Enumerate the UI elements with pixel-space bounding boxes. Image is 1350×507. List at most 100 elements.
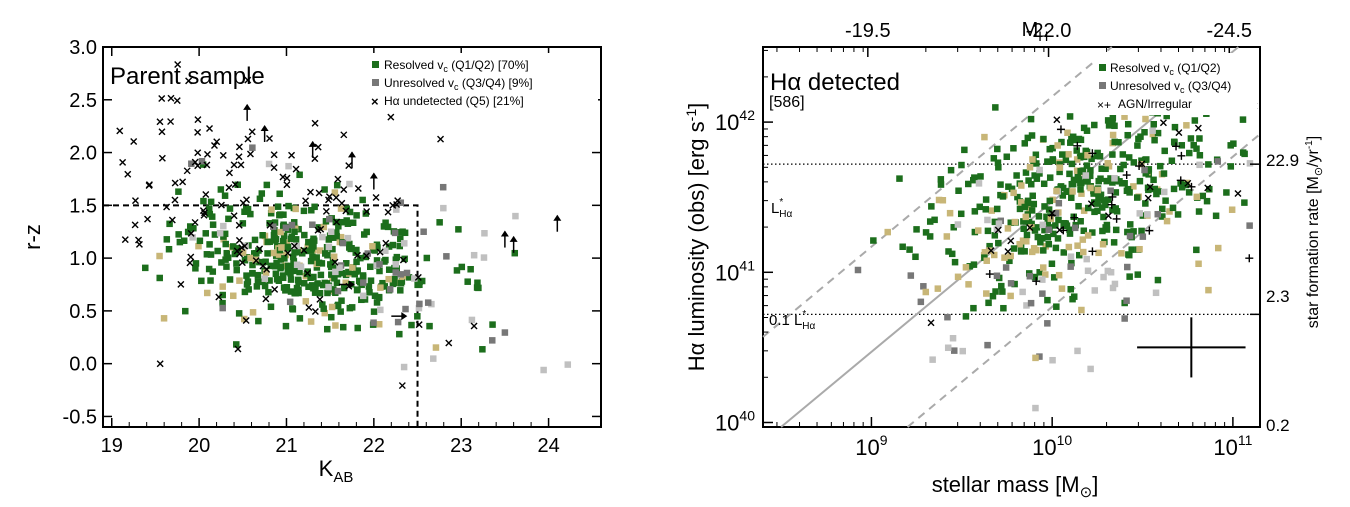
right-point (1113, 208, 1121, 215)
left-cross-point (266, 135, 273, 143)
right-point (1001, 254, 1008, 261)
left-point (418, 277, 426, 285)
right-point (1033, 175, 1041, 182)
left-point (394, 318, 402, 326)
irregular-plus-point (1088, 247, 1097, 256)
right-point (1120, 161, 1127, 169)
left-point (233, 260, 240, 267)
left-point (353, 268, 360, 275)
left-point (367, 263, 374, 271)
left-point (403, 269, 411, 277)
left-point (301, 231, 308, 239)
right-point (1098, 204, 1106, 211)
right-y-tick-label: 1041 (715, 257, 755, 285)
right-point (870, 237, 877, 244)
left-point (214, 247, 221, 255)
left-point (251, 236, 259, 244)
left-point (332, 322, 339, 329)
left-point (353, 258, 360, 266)
left-cross-point (135, 240, 143, 248)
left-legend-background (366, 53, 598, 113)
right-point (954, 273, 962, 281)
left-point (370, 319, 377, 326)
right-y-axis-label: Hα luminosity (obs) [erg s-1] (683, 103, 709, 371)
right-point (1036, 170, 1043, 177)
right-y-tick-label: 1042 (715, 107, 755, 135)
right-point (1123, 297, 1130, 304)
left-point (291, 228, 298, 236)
left-cross-point (194, 116, 202, 124)
right-point (1040, 180, 1048, 188)
left-point (223, 249, 230, 257)
left-point (307, 274, 314, 282)
left-x-tick-label: 22 (363, 435, 385, 457)
right-point (1100, 273, 1107, 281)
left-point (331, 275, 338, 282)
left-point (371, 292, 379, 300)
left-cross-point (200, 211, 208, 219)
left-point (382, 247, 389, 255)
right-point (1028, 220, 1035, 228)
left-point (344, 220, 352, 227)
right-point (1102, 165, 1109, 173)
agn-cross-point (1053, 116, 1061, 124)
left-point (540, 366, 547, 374)
left-cross-point (306, 188, 314, 196)
left-point (302, 247, 310, 255)
left-point (325, 283, 332, 291)
left-point (252, 250, 260, 257)
left-point (280, 237, 287, 245)
right-point (1187, 135, 1195, 142)
right-point (1171, 123, 1179, 131)
left-point (287, 235, 295, 243)
left-point (273, 276, 281, 283)
left-point (329, 286, 337, 293)
left-point (467, 265, 474, 273)
right-point (966, 263, 974, 270)
right-point (912, 253, 919, 261)
right-point (991, 232, 999, 239)
left-cross-point (340, 186, 348, 194)
right-point (965, 281, 972, 288)
right-point (1032, 354, 1039, 362)
left-point (325, 243, 333, 251)
right-point (1008, 185, 1016, 193)
left-cross-point (191, 158, 199, 166)
left-point (307, 318, 315, 325)
left-cross-point (262, 295, 270, 303)
agn-cross-point (1234, 189, 1242, 197)
right-point (1067, 285, 1074, 293)
right-point (1068, 259, 1075, 267)
left-panel-label: Parent sample (110, 63, 265, 90)
left-cross-point (235, 221, 243, 229)
right-point (1010, 145, 1017, 152)
left-point (254, 278, 262, 285)
right-point (1082, 172, 1090, 179)
left-point (401, 240, 408, 247)
right-point (982, 196, 990, 203)
left-point (221, 230, 229, 238)
right-point (1064, 129, 1071, 137)
left-point (297, 263, 305, 271)
left-point (347, 245, 354, 253)
right-point (1023, 231, 1031, 239)
right-point (1094, 200, 1101, 207)
left-cross-point (270, 151, 278, 159)
left-cross-point (230, 212, 238, 220)
right-point (1060, 249, 1068, 256)
right-point (1104, 160, 1112, 167)
right-panel: 109 1010 1011 1040 1041 1042 -19.5 -22.0 -24.5 22… (683, 19, 1325, 501)
left-cross-point (325, 193, 333, 201)
left-cross-point (283, 174, 291, 182)
left-cross-point (387, 113, 395, 121)
left-point (277, 263, 285, 270)
left-point (402, 305, 409, 313)
right-point (1032, 151, 1040, 158)
right-point (1053, 303, 1060, 310)
left-cross-point (334, 175, 342, 183)
left-cross-point (194, 128, 202, 136)
agn-cross-point (1204, 184, 1212, 192)
right-point (1000, 304, 1007, 312)
left-cross-point (230, 161, 238, 169)
right-point (1174, 211, 1182, 218)
